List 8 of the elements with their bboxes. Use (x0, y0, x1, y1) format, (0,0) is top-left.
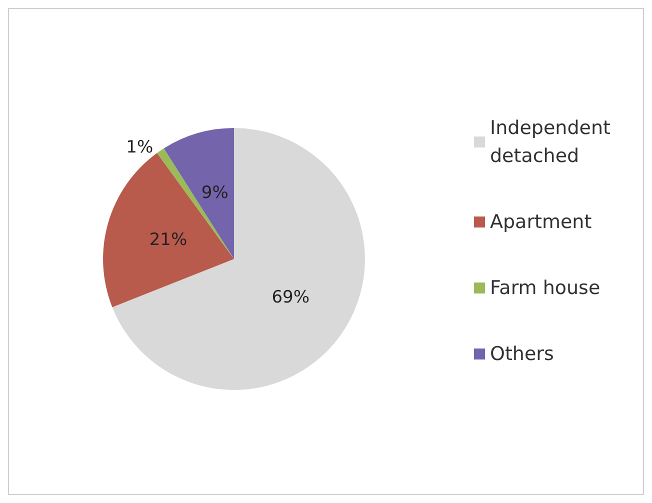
legend-label: Apartment (490, 211, 592, 233)
legend-label: Others (490, 343, 554, 365)
legend-label: Farm house (490, 277, 600, 299)
data-label: 9% (201, 183, 228, 204)
data-label: 1% (126, 137, 154, 158)
data-label: 21% (149, 230, 188, 250)
legend-label: Independent detached (490, 117, 616, 167)
data-label: 69% (272, 287, 310, 308)
